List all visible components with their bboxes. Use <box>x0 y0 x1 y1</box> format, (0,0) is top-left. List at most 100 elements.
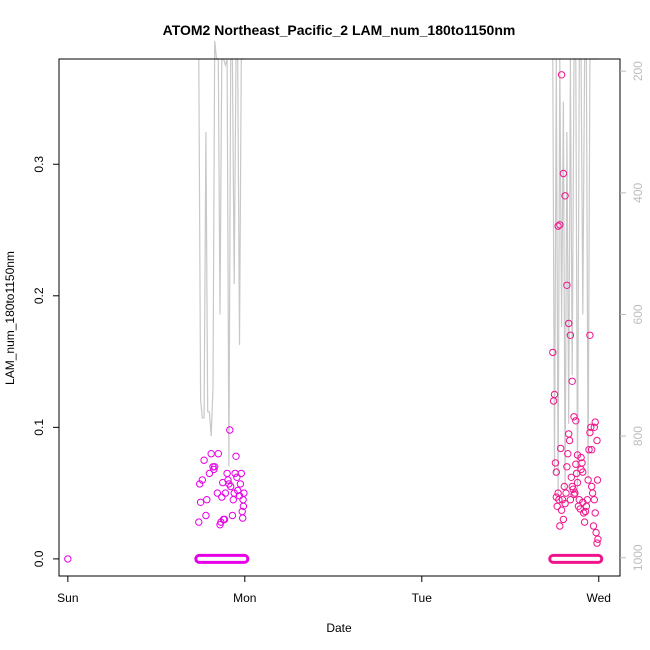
data-point <box>593 436 601 445</box>
data-point <box>556 221 564 229</box>
data-point <box>557 506 566 514</box>
data-point <box>205 469 214 478</box>
data-point <box>590 423 598 431</box>
data-point <box>555 496 563 504</box>
data-point <box>240 489 248 497</box>
data-point <box>578 459 586 467</box>
data-point <box>207 450 215 458</box>
data-point <box>571 489 579 497</box>
data-point <box>570 490 578 499</box>
data-point <box>196 480 204 488</box>
data-point <box>557 71 566 79</box>
data-point <box>220 515 229 524</box>
data-point <box>585 446 593 454</box>
y2-axis: 200 400 600 800 1000 <box>620 61 645 571</box>
data-point <box>218 493 226 501</box>
data-point <box>234 486 242 495</box>
y-tick-label-3: 0.3 <box>32 156 46 173</box>
data-point <box>227 482 235 491</box>
data-point <box>556 522 564 530</box>
x-axis-label: Date <box>326 621 352 635</box>
data-point <box>579 468 587 476</box>
data-point <box>232 452 240 460</box>
data-point <box>237 469 246 478</box>
altitude-lines <box>198 40 599 497</box>
data-point <box>239 496 247 504</box>
x-tick-label-3: Wed <box>587 591 611 605</box>
data-point <box>584 476 592 484</box>
data-point <box>591 418 599 426</box>
data-point <box>587 423 595 431</box>
altitude-line-1 <box>552 58 599 497</box>
data-point <box>581 507 590 516</box>
y-tick-label-0: 0.0 <box>32 550 46 567</box>
data-point <box>214 450 223 458</box>
data-point <box>566 331 575 339</box>
x-tick-label-2: Tue <box>412 591 433 605</box>
data-point <box>229 496 238 504</box>
data-point <box>239 502 248 510</box>
data-point <box>554 222 562 230</box>
data-point <box>591 509 599 517</box>
y2-tick-label-1: 400 <box>631 182 645 202</box>
data-point <box>236 480 245 488</box>
data-point <box>550 390 559 399</box>
data-point <box>552 468 560 476</box>
data-point <box>573 478 582 487</box>
data-point <box>588 489 597 497</box>
data-point <box>565 319 573 328</box>
data-point <box>590 496 598 504</box>
data-points <box>64 71 602 563</box>
baseline-strip-1 <box>548 553 604 564</box>
data-point <box>565 430 573 438</box>
data-point <box>211 463 219 471</box>
data-point <box>560 482 568 491</box>
data-point <box>226 426 234 434</box>
data-point <box>561 499 569 508</box>
data-point <box>551 459 560 467</box>
y-tick-label-1: 0.1 <box>32 419 46 436</box>
data-point <box>593 539 601 547</box>
y2-tick-label-0: 200 <box>631 61 645 81</box>
data-point <box>228 511 237 520</box>
chart-title: ATOM2 Northeast_Pacific_2 LAM_num_180to1… <box>163 22 516 38</box>
data-point <box>564 450 572 458</box>
data-point <box>202 511 210 520</box>
data-point <box>566 496 575 504</box>
plot-frame <box>58 58 621 577</box>
data-point <box>549 348 557 357</box>
baseline-strips <box>194 553 604 564</box>
y2-tick-label-3: 800 <box>631 426 645 446</box>
y-axis-label: LAM_num_180to1150nm <box>3 251 17 385</box>
data-point <box>572 417 580 425</box>
data-point <box>563 281 571 289</box>
data-point <box>203 496 211 504</box>
data-point <box>593 476 602 484</box>
data-point <box>559 169 568 178</box>
y-axis: 0.0 0.1 0.2 0.3 <box>32 156 59 567</box>
data-point <box>224 476 232 484</box>
data-point <box>583 496 591 504</box>
data-point <box>552 493 560 501</box>
data-point <box>213 489 222 497</box>
data-point <box>198 476 207 484</box>
data-point <box>570 413 578 421</box>
data-point <box>221 489 230 497</box>
data-point <box>561 192 569 200</box>
data-point <box>195 518 203 526</box>
baseline-strip-0 <box>194 553 250 564</box>
data-point <box>559 515 568 524</box>
y2-tick-label-4: 1000 <box>631 544 645 571</box>
data-point <box>196 498 205 506</box>
data-point <box>223 469 231 478</box>
data-point <box>567 473 575 481</box>
data-point <box>580 518 589 526</box>
y2-tick-label-2: 600 <box>631 304 645 324</box>
data-point <box>64 555 72 563</box>
altitude-line-0 <box>198 40 245 467</box>
data-point <box>568 377 576 385</box>
data-point <box>565 436 574 445</box>
y-tick-label-2: 0.2 <box>32 287 46 304</box>
data-point <box>580 509 588 517</box>
